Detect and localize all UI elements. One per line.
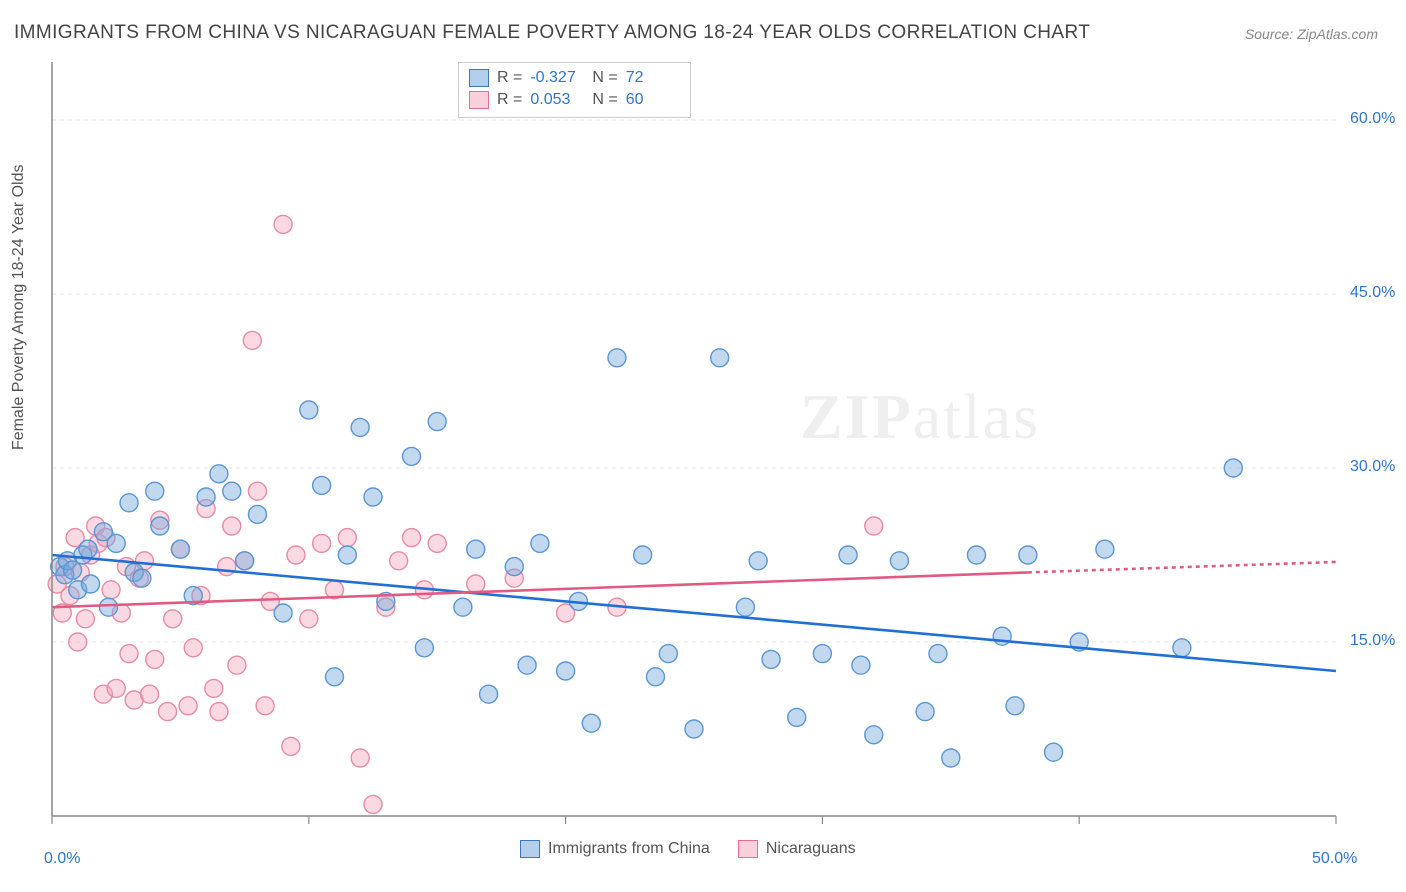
stat-n-label: N = <box>592 67 617 89</box>
stats-row: R = -0.327 N = 72 <box>469 67 680 89</box>
stat-r-value: -0.327 <box>530 67 584 89</box>
axis-tick-label: 15.0% <box>1350 632 1395 650</box>
axis-tick-label: 45.0% <box>1350 284 1395 302</box>
stat-n-value: 60 <box>626 89 680 111</box>
axis-tick-label: 60.0% <box>1350 110 1395 128</box>
stat-r-label: R = <box>497 67 522 89</box>
legend-item: Immigrants from China <box>520 840 710 858</box>
stat-n-value: 72 <box>626 67 680 89</box>
swatch-icon <box>469 91 489 109</box>
legend-label: Nicaraguans <box>766 840 856 858</box>
legend-item: Nicaraguans <box>738 840 856 858</box>
axis-tick-label: 50.0% <box>1312 850 1357 868</box>
swatch-icon <box>738 840 758 858</box>
swatch-icon <box>469 69 489 87</box>
axis-tick-label: 0.0% <box>44 850 80 868</box>
stat-r-value: 0.053 <box>530 89 584 111</box>
axis-tick-label: 30.0% <box>1350 458 1395 476</box>
swatch-icon <box>520 840 540 858</box>
stats-row: R = 0.053 N = 60 <box>469 89 680 111</box>
series-legend: Immigrants from China Nicaraguans <box>520 840 856 858</box>
scatter-chart <box>0 0 1406 892</box>
stat-r-label: R = <box>497 89 522 111</box>
correlation-stats-legend: R = -0.327 N = 72 R = 0.053 N = 60 <box>458 62 691 118</box>
stat-n-label: N = <box>592 89 617 111</box>
legend-label: Immigrants from China <box>548 840 710 858</box>
